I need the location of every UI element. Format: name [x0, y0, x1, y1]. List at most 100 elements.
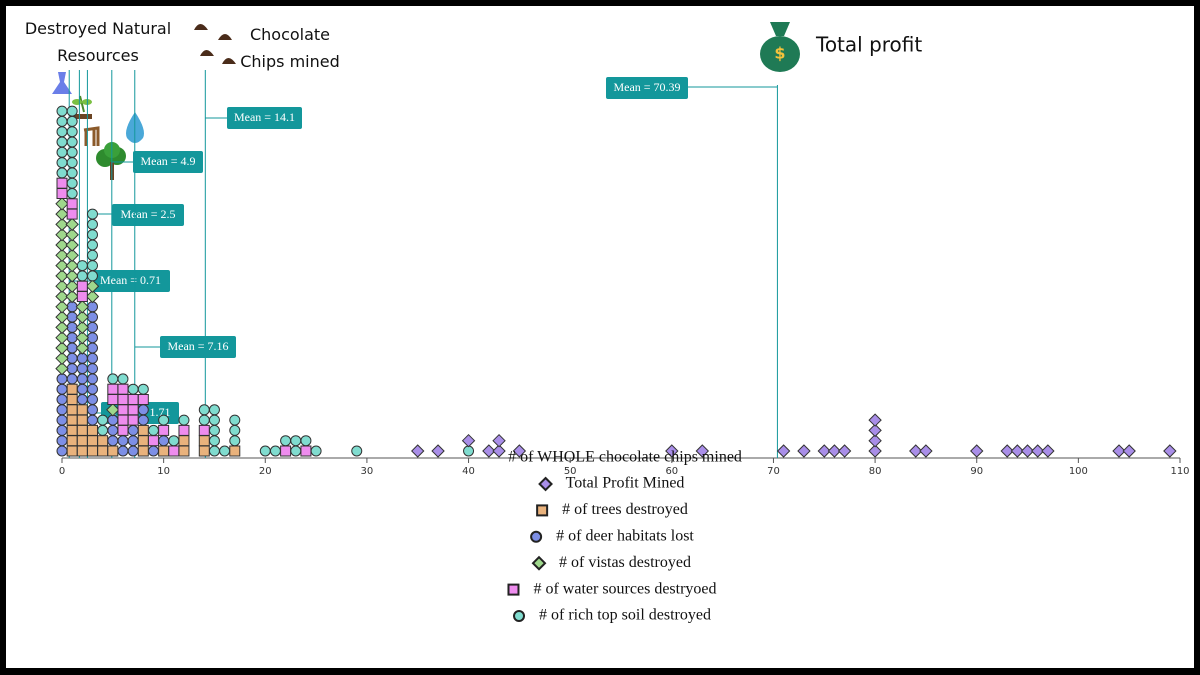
dot — [411, 444, 425, 458]
dot — [492, 433, 506, 448]
dot — [55, 300, 69, 314]
dot — [837, 444, 852, 458]
dot — [461, 433, 476, 448]
dot — [107, 445, 119, 457]
dot — [1112, 444, 1126, 458]
x-tick-label: 40 — [462, 466, 475, 477]
dot — [198, 404, 210, 416]
header-resources: Destroyed Natural Resources — [25, 19, 171, 65]
dot — [868, 413, 882, 427]
dot — [65, 227, 79, 242]
dot — [56, 383, 68, 395]
legend-marker — [538, 476, 553, 492]
dot — [117, 383, 129, 395]
dot — [463, 445, 475, 457]
dot — [75, 341, 90, 355]
legend-marker — [531, 555, 547, 571]
dot — [66, 445, 78, 457]
dot — [137, 424, 149, 436]
dot — [76, 445, 88, 457]
dot — [56, 157, 68, 169]
dot — [1010, 444, 1025, 458]
dot — [65, 258, 79, 273]
mean-label-box — [160, 336, 236, 358]
dot — [137, 414, 149, 426]
dot — [158, 414, 170, 426]
dot — [55, 279, 69, 293]
dot — [665, 444, 679, 458]
dot — [158, 435, 170, 447]
mean-label-box — [112, 204, 184, 226]
dot — [66, 424, 78, 436]
dot — [137, 435, 149, 447]
mean-label: Mean = 70.39 — [613, 80, 680, 94]
dot — [117, 394, 129, 405]
dot — [86, 445, 98, 457]
dot — [970, 444, 984, 458]
dot — [868, 433, 882, 448]
x-tick-label: 60 — [665, 466, 678, 477]
dot — [909, 444, 923, 458]
dot — [1163, 444, 1177, 458]
dot — [86, 239, 98, 251]
dot — [65, 248, 79, 263]
dot — [86, 394, 98, 405]
x-tick-label: 90 — [970, 466, 983, 477]
dot — [158, 424, 170, 436]
x-tick-label: 0 — [59, 466, 65, 477]
dot — [147, 435, 159, 447]
dot — [1031, 444, 1045, 458]
dot — [117, 424, 129, 436]
dot — [229, 445, 241, 457]
dot — [66, 146, 78, 158]
dot — [66, 167, 78, 179]
dot — [351, 445, 363, 457]
dot — [208, 424, 220, 436]
dot — [86, 414, 98, 426]
dot — [117, 435, 129, 447]
dot — [66, 105, 78, 117]
dot — [482, 444, 496, 458]
dot — [55, 197, 69, 211]
dot — [56, 373, 68, 385]
dot — [117, 445, 129, 457]
dot — [86, 208, 98, 220]
dot — [147, 445, 159, 457]
dot — [127, 435, 139, 447]
dot — [65, 269, 79, 283]
legend-label: # of deer habitats lost — [556, 527, 694, 544]
mean-label: Mean = 0.71 — [100, 273, 161, 287]
dot — [66, 373, 78, 385]
dot — [75, 330, 90, 345]
chocolate-icon — [194, 24, 236, 64]
dot — [208, 445, 220, 457]
dot — [86, 352, 98, 364]
legend-marker — [536, 504, 549, 517]
dot — [56, 404, 68, 416]
dot — [168, 435, 180, 447]
dot — [208, 435, 220, 447]
dot — [76, 424, 88, 436]
legend-label: # of trees destroyed — [562, 501, 688, 518]
dot — [56, 105, 68, 117]
dot — [300, 445, 312, 457]
dot — [97, 424, 109, 436]
dot — [66, 404, 78, 416]
dot — [178, 445, 190, 457]
dot — [76, 414, 88, 426]
dot — [137, 383, 149, 395]
legend-label: # of rich top soil destroyed — [539, 607, 711, 624]
dot — [86, 424, 98, 436]
dot — [66, 177, 78, 189]
x-tick-label: 20 — [259, 466, 272, 477]
dot — [66, 115, 78, 127]
header-chips: Chocolate Chips mined — [240, 25, 340, 71]
x-tick-label: 70 — [767, 466, 780, 477]
dot — [56, 167, 68, 179]
dot — [56, 188, 68, 199]
x-tick-label: 30 — [361, 466, 374, 477]
dot — [290, 445, 302, 457]
dot — [76, 260, 88, 272]
dot — [219, 445, 231, 457]
